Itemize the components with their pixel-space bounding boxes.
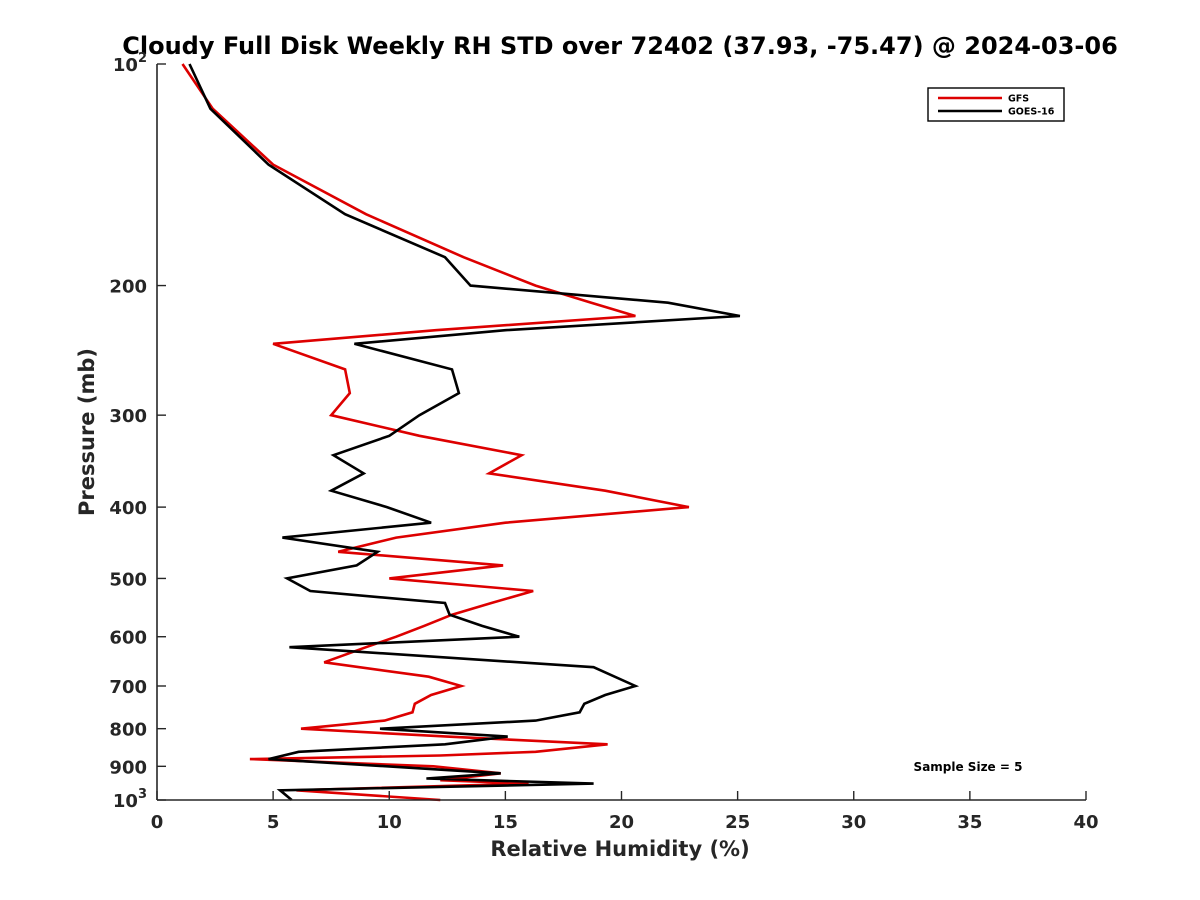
y-tick-label: 102	[113, 51, 147, 76]
legend-box	[927, 87, 1065, 122]
plot-area: 0 5 10 15 20 25 30 35 40 102 200 300 400 500 600 700 800…	[109, 51, 1098, 833]
series-line-gfs	[181, 63, 690, 802]
y-tick-label: 700	[109, 677, 147, 698]
x-tick-label: 0	[151, 812, 164, 833]
x-tick-label: 20	[609, 812, 634, 833]
y-tick-label: 200	[109, 277, 147, 298]
sample-size-annotation: Sample Size = 5	[914, 760, 1023, 774]
x-tick-label: 5	[267, 812, 280, 833]
legend-label-goes-16: GOES-16	[1008, 107, 1055, 118]
y-tick-label: 400	[109, 498, 147, 519]
x-tick-label: 10	[377, 812, 402, 833]
chart-title: Cloudy Full Disk Weekly RH STD over 7240…	[122, 32, 1118, 60]
x-tick-label: 25	[725, 812, 750, 833]
x-tick-label: 35	[957, 812, 982, 833]
x-tick-label: 15	[493, 812, 518, 833]
x-tick-label: 30	[841, 812, 866, 833]
series-layer	[181, 63, 741, 802]
series-line-goes-16	[188, 63, 741, 801]
legend: GFS GOES-16	[927, 87, 1065, 122]
y-tick-label: 900	[109, 757, 147, 778]
y-axis-label: Pressure (mb)	[75, 348, 99, 516]
y-tick-label: 103	[113, 787, 147, 812]
x-axis-label: Relative Humidity (%)	[490, 837, 749, 861]
y-tick-label: 600	[109, 628, 147, 649]
y-tick-label: 300	[109, 406, 147, 427]
axes-layer: 0 5 10 15 20 25 30 35 40 102 200 300 400 500 600 700 800…	[109, 51, 1098, 833]
y-tick-label: 800	[109, 720, 147, 741]
legend-label-gfs: GFS	[1008, 94, 1029, 105]
y-tick-label: 500	[109, 569, 147, 590]
x-tick-label: 40	[1073, 812, 1098, 833]
